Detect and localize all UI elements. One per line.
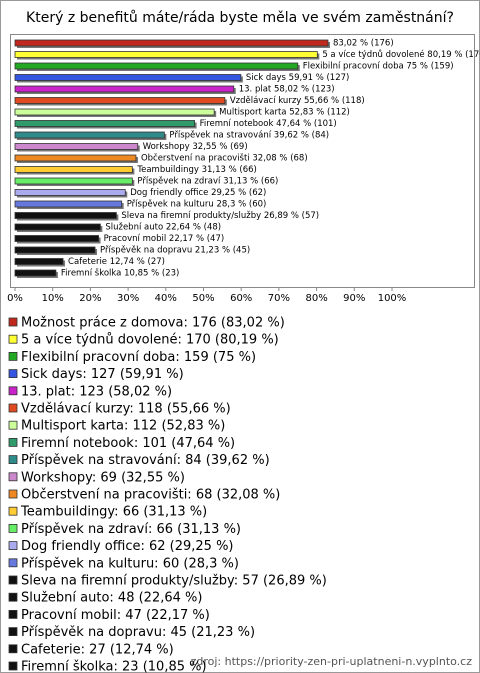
value-label: Příspěvek na zdraví 31,13 % (66): [137, 177, 278, 187]
legend-swatch: [8, 524, 18, 533]
legend-label: Příspěvek na kulturu: 60 (28,3 %): [21, 556, 239, 571]
legend-swatch: [8, 369, 18, 379]
legend-label: Sleva na firemní produkty/služby: 57 (26…: [21, 574, 327, 589]
legend-swatch: [8, 661, 18, 671]
bar: [14, 154, 137, 162]
legend-swatch: [8, 420, 18, 430]
legend-label: Teambuildingy: 66 (31,13 %): [20, 505, 207, 520]
legend-swatch: [8, 558, 18, 568]
legend-swatch: [8, 610, 18, 619]
bar: [14, 143, 139, 150]
legend-label: Vzdělávací kurzy: 118 (55,66 %): [21, 402, 231, 417]
legend-swatch: [8, 575, 18, 585]
legend-swatch: [8, 351, 18, 361]
value-label: Firemní notebook 47,64 % (101): [200, 119, 337, 129]
bar: [14, 39, 329, 47]
value-label: Občerstvení na pracovišti 32,08 % (68): [141, 153, 308, 164]
legend-swatch: [8, 455, 18, 465]
value-label: Teambuildingy 31,13 % (66): [136, 165, 257, 175]
value-label: 83,02 % (176): [333, 39, 394, 49]
legend-swatch: [8, 317, 18, 327]
bar: [14, 269, 57, 277]
bar: [14, 223, 101, 231]
bar: [14, 131, 165, 139]
bar: [14, 258, 64, 265]
value-label: Příspěvěk na dopravu 21,23 % (45): [100, 246, 250, 256]
value-label: Multisport karta 52,83 % (112): [219, 108, 350, 118]
bar: [14, 246, 96, 254]
legend-label: Cafeterie: 27 (12,74 %): [21, 642, 174, 657]
bar: [14, 85, 235, 93]
legend-label: Možnost práce z domova: 176 (83,02 %): [21, 316, 285, 331]
value-label: Dog friendly office 29,25 % (62): [130, 188, 266, 198]
x-tick-label: 20%: [79, 293, 101, 304]
legend-label: Sick days: 127 (59,91 %): [21, 367, 184, 382]
value-label: Příspěvek na stravování 39,62 % (84): [169, 131, 329, 141]
x-tick-label: 60%: [230, 293, 252, 304]
legend-swatch: [8, 627, 18, 636]
x-tick-label: 10%: [42, 293, 64, 304]
legend-label: Workshopy: 69 (32,55 %): [21, 470, 185, 485]
legend-swatch: [8, 334, 18, 344]
bar: [14, 166, 133, 173]
legend-label: 5 a více týdnů dovolené: 170 (80,19 %): [21, 333, 279, 348]
legend-swatch: [8, 489, 18, 499]
value-label: Cafeterie 12,74 % (27): [68, 257, 165, 267]
legend-swatch: [8, 403, 18, 413]
bar: [14, 177, 133, 185]
value-label: 5 a více týdnů dovolené 80,19 % (170): [322, 49, 480, 60]
legend-label: Příspěvek na stravování: 84 (39,62 %): [21, 453, 270, 468]
chart-title: Který z benefitů máte/ráda byste měla ve…: [26, 10, 454, 26]
bar: [14, 51, 318, 58]
legend-swatch: [8, 506, 18, 516]
bar: [14, 62, 299, 70]
value-label: Flexibilní pracovní doba 75 % (159): [303, 62, 454, 72]
legend-label: Firemní školka: 23 (10,85 %): [21, 660, 207, 673]
x-tick-label: 70%: [268, 293, 290, 304]
value-label: Sick days 59,91 % (127): [246, 73, 350, 83]
bar: [14, 189, 126, 196]
bar: [14, 235, 99, 242]
x-tick-label: 50%: [192, 293, 214, 304]
bar: [14, 97, 226, 104]
bar: [14, 74, 242, 81]
legend-label: Dog friendly office: 62 (29,25 %): [21, 539, 234, 554]
legend-label: Služební auto: 48 (22,64 %): [21, 591, 202, 606]
legend-swatch: [8, 592, 18, 602]
legend-swatch: [8, 472, 18, 482]
x-tick-label: 40%: [155, 293, 177, 304]
legend-label: Pracovní mobil: 47 (22,17 %): [21, 608, 210, 623]
bar: [14, 200, 123, 208]
x-tick-label: 90%: [343, 293, 365, 304]
value-label: Sleva na firemní produkty/služby 26,89 %…: [121, 211, 319, 221]
value-label: Příspěvek na kulturu 28,3 % (60): [127, 200, 267, 210]
value-label: Vzdělávací kurzy 55,66 % (118): [230, 96, 365, 106]
value-label: Pracovní mobil 22,17 % (47): [104, 234, 225, 244]
source: zdroj: https://priority-zen-pri-uplatnen…: [191, 655, 473, 668]
x-tick-label: 80%: [305, 293, 327, 304]
legend-label: Občerstvení na pracovišti: 68 (32,08 %): [21, 488, 280, 503]
legend-label: Flexibilní pracovní doba: 159 (75 %): [21, 350, 256, 365]
legend-label: Příspěvěk na dopravu: 45 (21,23 %): [21, 625, 255, 640]
legend-label: Multisport karta: 112 (52,83 %): [21, 419, 225, 434]
legend-swatch: [8, 386, 18, 396]
legend-label: Firemní notebook: 101 (47,64 %): [21, 436, 235, 451]
legend-label: 13. plat: 123 (58,02 %): [21, 384, 172, 399]
legend-swatch: [8, 541, 18, 550]
value-label: Workshopy 32,55 % (69): [143, 142, 248, 152]
legend-swatch: [8, 644, 18, 654]
x-tick-label: 100%: [378, 293, 407, 304]
legend-label: Příspěvek na zdraví: 66 (31,13 %): [21, 522, 241, 537]
value-label: Firemní školka 10,85 % (23): [61, 268, 179, 279]
value-label: Služební auto 22,64 % (48): [105, 223, 221, 233]
bar: [14, 108, 215, 116]
legend-swatch: [8, 437, 18, 447]
value-label: 13. plat 58,02 % (123): [239, 85, 335, 95]
bar: [14, 120, 196, 127]
x-tick-label: 30%: [117, 293, 139, 304]
bar: [14, 212, 117, 219]
x-tick-label: 0%: [7, 293, 23, 304]
